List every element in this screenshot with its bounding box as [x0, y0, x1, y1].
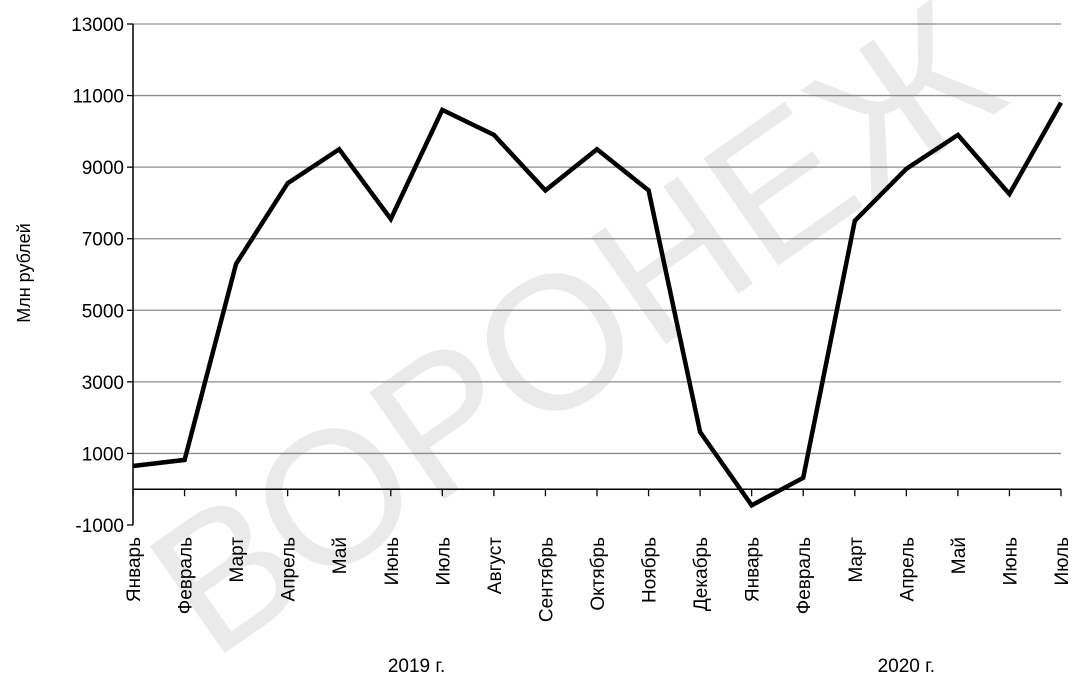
- x-category-label: Октябрь: [588, 537, 609, 611]
- x-category-label: Апрель: [279, 537, 300, 602]
- year-group-labels: 2019 г. 2020 г.: [388, 656, 935, 677]
- year-group-label: 2020 г.: [878, 656, 935, 677]
- x-category-label: Сентябрь: [536, 537, 557, 622]
- y-tick-label: 1000: [82, 444, 124, 465]
- y-tick-label: 5000: [82, 301, 124, 322]
- y-tick-labels: -1000 1000 3000 5000 7000 9000 11000 13000: [71, 15, 124, 537]
- y-tick-label: 9000: [82, 158, 124, 179]
- y-tick-label: 11000: [73, 87, 124, 108]
- axes: [127, 23, 1062, 526]
- x-category-label: Август: [485, 537, 506, 594]
- gridlines: [133, 23, 1061, 455]
- x-category-label: Июнь: [382, 537, 403, 585]
- y-tick-label: 3000: [82, 373, 124, 394]
- year-group-label: 2019 г.: [388, 656, 445, 677]
- x-category-label: Февраль: [176, 537, 197, 614]
- x-category-label: Май: [330, 537, 351, 574]
- x-category-label: Июнь: [1000, 537, 1021, 585]
- x-category-label: Январь: [124, 537, 145, 602]
- x-category-label: Февраль: [794, 537, 815, 614]
- x-category-label: Январь: [743, 537, 764, 602]
- x-category-label: Июль: [433, 537, 454, 586]
- y-tick-label: 13000: [71, 15, 124, 36]
- x-category-label: Декабрь: [691, 537, 712, 611]
- y-tick-label: 7000: [82, 230, 124, 251]
- x-category-label: Март: [227, 537, 248, 583]
- x-category-labels: Январь Февраль Март Апрель Май Июнь Июль Август…: [124, 537, 1072, 622]
- x-category-label: Май: [949, 537, 970, 574]
- series-layer: [132, 101, 1063, 509]
- x-category-label: Июль: [1052, 537, 1072, 586]
- series-line: [132, 101, 1063, 509]
- x-category-label: Ноябрь: [640, 537, 661, 603]
- y-axis-title: Млн рублей: [14, 223, 34, 323]
- x-category-label: Март: [846, 537, 867, 583]
- y-tick-label: -1000: [75, 516, 124, 537]
- x-category-label: Апрель: [897, 537, 918, 602]
